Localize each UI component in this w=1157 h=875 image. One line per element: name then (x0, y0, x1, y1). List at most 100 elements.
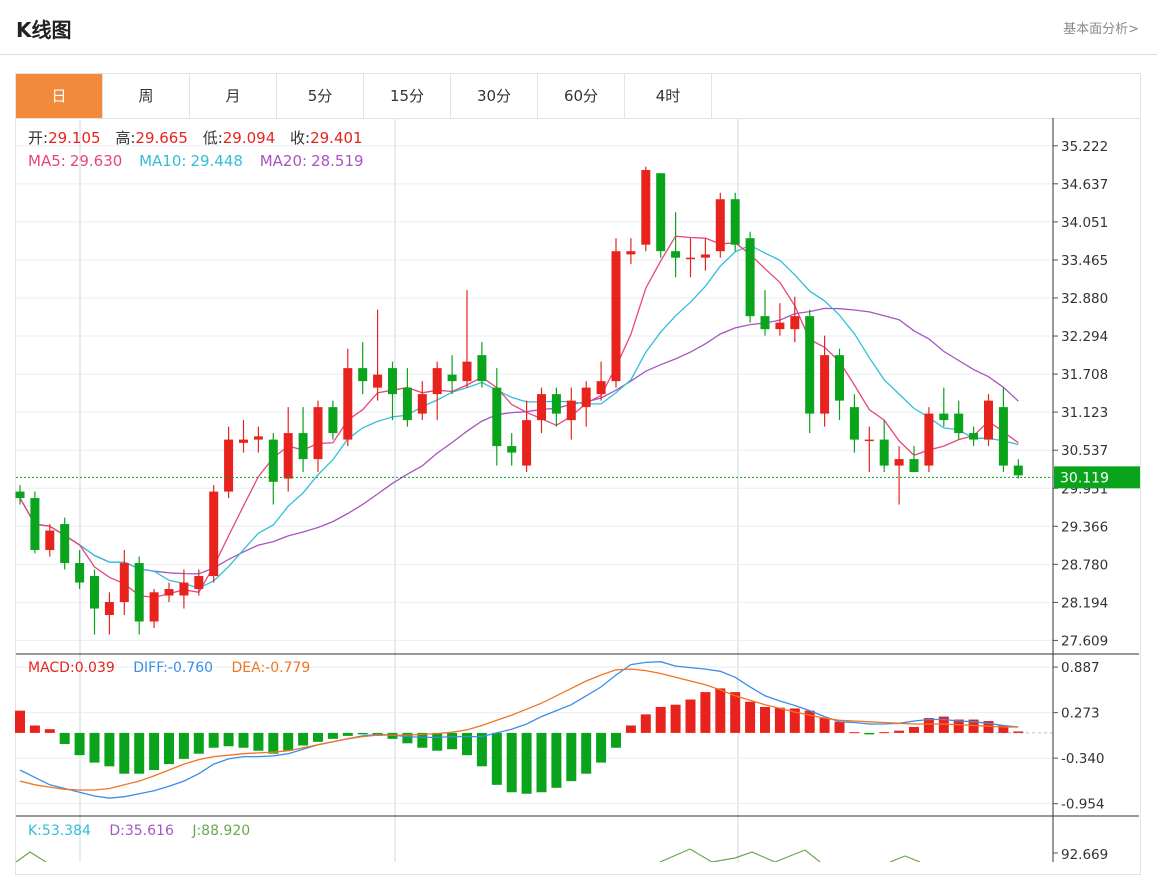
diff-value: -0.760 (168, 660, 213, 676)
low-value: 29.094 (223, 129, 276, 147)
macd-bar (89, 732, 100, 763)
candle (566, 387, 576, 440)
tab-day[interactable]: 日 (16, 74, 103, 118)
macd-bar (670, 704, 681, 733)
macd-bar (402, 732, 413, 744)
macd-bar (283, 732, 294, 751)
macd-bar (462, 732, 472, 756)
macd-bar (119, 732, 130, 774)
macd-bar (506, 732, 517, 793)
candle-body (209, 491, 219, 577)
macd-bar (983, 721, 994, 733)
macd-bar (879, 732, 890, 734)
candle-body (864, 439, 874, 442)
macd-bar (745, 701, 756, 733)
candle-body (283, 433, 293, 479)
macd-bar (611, 732, 621, 748)
candle (700, 238, 710, 271)
candle (358, 342, 368, 395)
macd-bar (104, 732, 115, 767)
macd-bar (253, 732, 264, 751)
macd-bar (387, 732, 398, 739)
candle (730, 192, 740, 252)
fundamental-analysis-link[interactable]: 基本面分析> (1063, 22, 1139, 37)
candle-body (596, 381, 606, 395)
candlesticks (15, 166, 1023, 635)
y-axis: 35.222 34.637 34.051 33.465 32.880 32.294 31.7… (16, 118, 1140, 862)
macd-bar (298, 732, 309, 746)
tab-30min[interactable]: 30分 (451, 74, 538, 118)
candle-body (119, 563, 129, 603)
tab-4h[interactable]: 4时 (625, 74, 712, 118)
y-tick-label: 30.537 (1061, 443, 1108, 459)
candle-body (60, 524, 70, 564)
macd-bar (968, 719, 979, 733)
macd-bar (536, 732, 547, 793)
ma-readout: MA5: 29.630 MA10: 29.448 MA20: 28.519 (28, 152, 364, 170)
candle (328, 400, 338, 440)
candle (134, 556, 144, 635)
ohlc-readout: 开:29.105 高:29.665 低:29.094 收:29.401 (28, 129, 363, 147)
macd-bar (730, 692, 741, 733)
candle (60, 517, 70, 570)
macd-bar (581, 732, 592, 774)
close-value: 29.401 (310, 129, 363, 147)
candle (15, 485, 25, 505)
candle (954, 400, 964, 440)
candle-body (879, 439, 889, 466)
candle (313, 400, 323, 473)
j-label: J: (191, 823, 201, 839)
candle-body (641, 169, 651, 245)
candle (671, 212, 681, 278)
candle (298, 407, 308, 473)
candle (194, 569, 204, 596)
y-tick-label: 28.780 (1061, 557, 1108, 573)
y-tick-label: 27.609 (1061, 633, 1108, 649)
candle-body (134, 563, 144, 622)
moving-average-lines (19, 235, 1019, 599)
tab-60min[interactable]: 60分 (538, 74, 625, 118)
period-tabs: 日 周 月 5分 15分 30分 60分 4时 (16, 74, 1140, 119)
candle (492, 368, 502, 466)
macd-bar (357, 732, 368, 735)
candle-body (745, 238, 755, 317)
candle (686, 238, 695, 278)
macd-bar (44, 729, 55, 733)
candle-body (566, 400, 576, 421)
macd-bar (774, 707, 785, 733)
candle-body (298, 433, 308, 460)
candle (402, 368, 412, 427)
candle-body (30, 498, 40, 551)
tab-month[interactable]: 月 (190, 74, 277, 118)
candle-body (820, 355, 830, 414)
macd-bar (59, 732, 70, 745)
candle (924, 407, 934, 473)
tab-15min[interactable]: 15分 (364, 74, 451, 118)
candle (432, 361, 442, 421)
candle (343, 348, 353, 447)
candle-body (611, 251, 621, 382)
macd-bar (491, 732, 502, 785)
candle-body (417, 394, 427, 414)
candle (835, 348, 844, 421)
candle (879, 420, 889, 473)
open-label: 开: (28, 129, 48, 147)
y-tick-label: 35.222 (1061, 139, 1108, 155)
tab-5min[interactable]: 5分 (277, 74, 364, 118)
candle (447, 355, 457, 395)
ma20-value: 28.519 (311, 152, 364, 170)
candle-body (835, 355, 844, 401)
candle (581, 381, 591, 427)
y-tick-label: 32.880 (1061, 291, 1108, 307)
ma20-line (19, 307, 1019, 575)
candle-body (730, 199, 740, 245)
tab-week[interactable]: 周 (103, 74, 190, 118)
macd-bar (849, 732, 860, 734)
candle (894, 446, 904, 505)
candle (179, 569, 189, 609)
candle-body (760, 316, 770, 330)
candle-body (402, 387, 412, 421)
candle (477, 342, 487, 388)
candle-body (924, 413, 934, 466)
